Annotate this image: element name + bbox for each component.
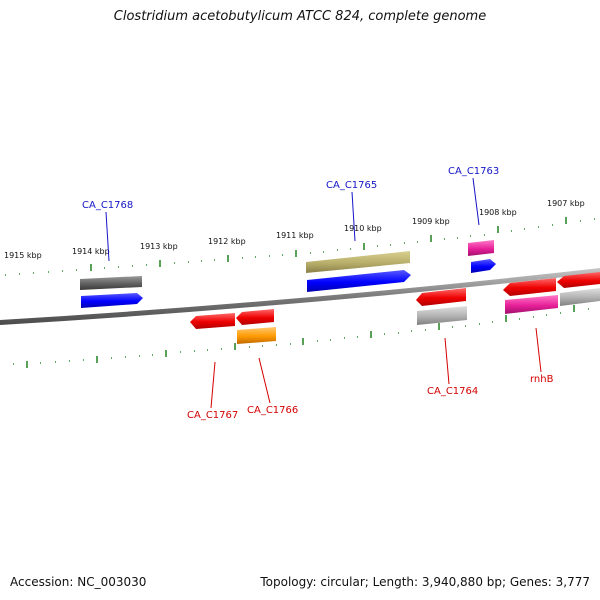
upper-genes [80, 240, 496, 308]
gene-bar[interactable] [237, 327, 276, 344]
gene-arrow[interactable] [236, 309, 274, 325]
gene-label[interactable]: CA_C1767 [187, 410, 238, 421]
scale-label: 1907 kbp [547, 199, 585, 208]
gene-label[interactable]: CA_C1765 [326, 180, 377, 191]
scale-labels: 1915 kbp 1914 kbp 1913 kbp 1912 kbp 1911… [4, 199, 585, 260]
gene-bar[interactable] [80, 276, 142, 290]
gene-arrow[interactable] [416, 288, 466, 306]
gene-arrow[interactable] [503, 278, 556, 296]
gene-arrow[interactable] [81, 293, 143, 308]
gene-label[interactable]: rnhB [530, 374, 554, 385]
scale-label: 1908 kbp [479, 208, 517, 217]
gene-label[interactable]: CA_C1766 [247, 405, 298, 416]
accession-text: Accession: NC_003030 [10, 575, 147, 589]
gene-arrow[interactable] [471, 259, 496, 273]
upper-scale [5, 217, 595, 276]
scale-label: 1911 kbp [276, 231, 314, 240]
genome-backbone [0, 268, 600, 325]
gene-arrow[interactable] [557, 272, 600, 288]
gene-bar[interactable] [417, 306, 467, 325]
gene-arrow[interactable] [307, 270, 411, 292]
scale-label: 1910 kbp [344, 224, 382, 233]
gene-labels: CA_C1768 CA_C1765 CA_C1763 CA_C1767 CA_C… [82, 166, 554, 421]
scale-label: 1915 kbp [4, 251, 42, 260]
gene-label[interactable]: CA_C1764 [427, 386, 478, 397]
lower-genes [190, 272, 600, 344]
gene-bar[interactable] [306, 251, 410, 273]
gene-bar[interactable] [560, 288, 600, 306]
gene-bar[interactable] [468, 240, 494, 256]
lower-scale [13, 305, 589, 368]
gene-arrow[interactable] [190, 313, 235, 329]
genome-title: Clostridium acetobutylicum ATCC 824, com… [113, 9, 487, 24]
gene-label[interactable]: CA_C1763 [448, 166, 499, 177]
leader-lines [105, 177, 542, 409]
scale-label: 1912 kbp [208, 237, 246, 246]
scale-label: 1914 kbp [72, 247, 110, 256]
genome-summary-text: Topology: circular; Length: 3,940,880 bp… [260, 575, 590, 589]
scale-label: 1909 kbp [412, 217, 450, 226]
gene-label[interactable]: CA_C1768 [82, 200, 133, 211]
gene-bar[interactable] [505, 295, 558, 314]
scale-label: 1913 kbp [140, 242, 178, 251]
